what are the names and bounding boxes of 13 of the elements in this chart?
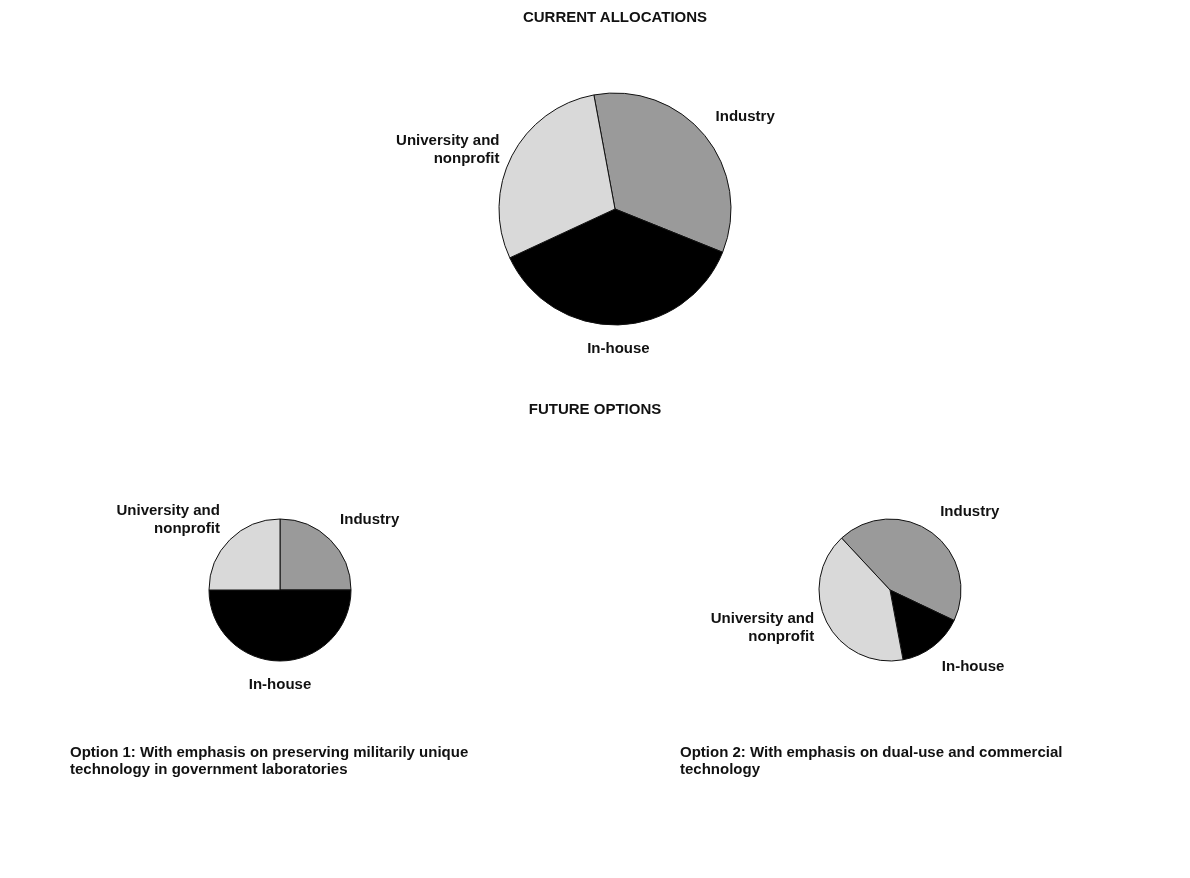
slice-label: University and nonprofit — [396, 130, 500, 166]
slice-label: University and nonprofit — [116, 501, 220, 537]
text: Option 2: With emphasis on dual-use and commercial technology — [680, 743, 1064, 777]
chart-title: CURRENT ALLOCATIONS — [521, 8, 709, 25]
slice-label: In-house — [587, 339, 650, 357]
slice-label: In-house — [248, 675, 312, 693]
text: Option 1: With emphasis on preserving militarily unique technology in government laboratories — [70, 743, 470, 777]
slice-label: Industry — [340, 510, 400, 528]
slice-label: In-house — [941, 657, 1005, 675]
slice-label: Industry — [715, 106, 776, 124]
slice-label: Industry — [940, 501, 1001, 519]
text: FUTURE OPTIONS — [527, 400, 663, 417]
slice-label: University and nonprofit — [710, 609, 815, 645]
